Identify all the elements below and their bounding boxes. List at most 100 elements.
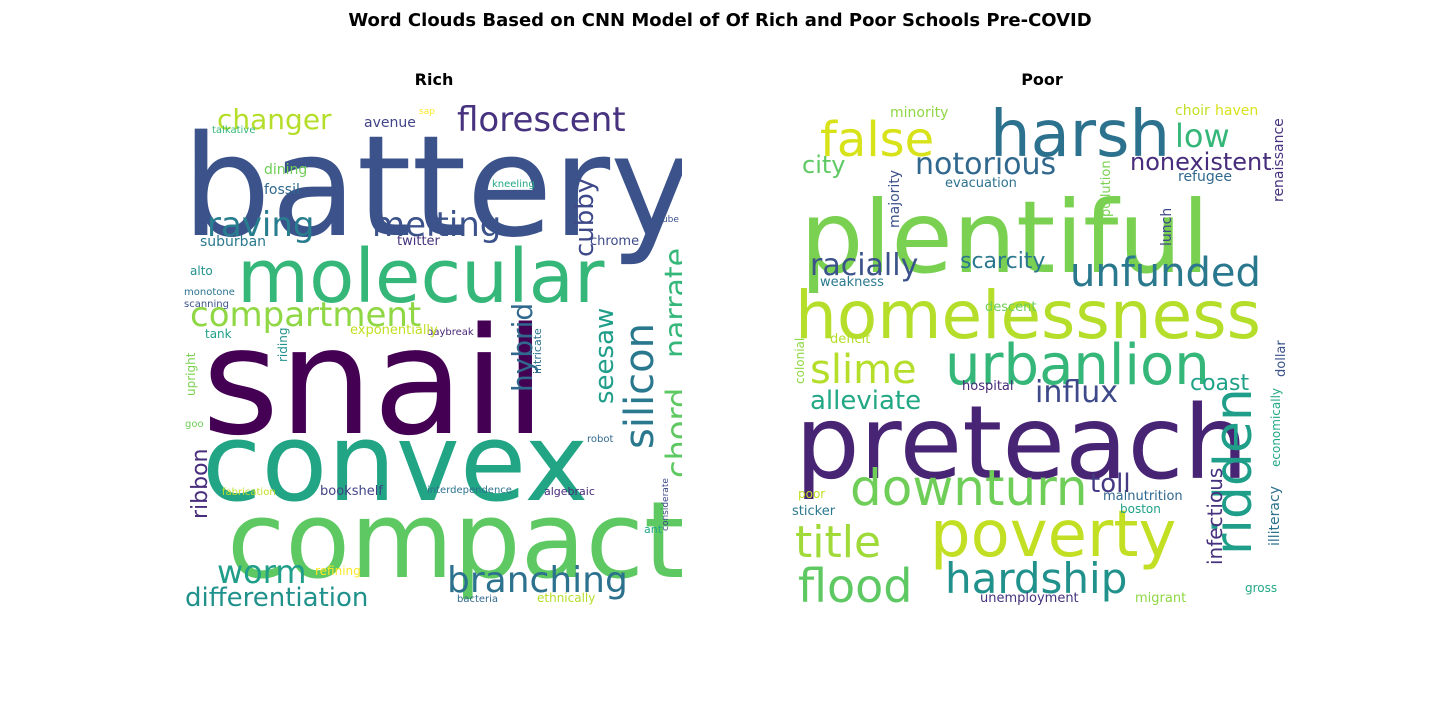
cloud-word: bacteria: [457, 594, 499, 605]
cloud-word: city: [802, 151, 846, 179]
cloud-word: unemployment: [980, 591, 1079, 606]
cloud-word: weakness: [820, 275, 884, 290]
cloud-word: alto: [190, 264, 213, 278]
cloud-word: refugee: [1178, 169, 1232, 185]
cloud-word: considerate: [661, 478, 671, 531]
cloud-word: seesaw: [590, 308, 620, 405]
cloud-word: renaissance: [1271, 118, 1287, 202]
cloud-word: poor: [798, 487, 826, 501]
cloud-word: worm: [217, 553, 307, 591]
cloud-word: harsh: [990, 98, 1170, 172]
cloud-word: branching: [447, 560, 628, 601]
cloud-word: twitter: [397, 234, 440, 249]
poor-word-cloud: plentiful homelessness preteach harsh false u…: [790, 98, 1290, 608]
cloud-word: descent: [985, 300, 1037, 315]
cloud-word: suburban: [200, 234, 267, 250]
cloud-word: homelessness: [795, 277, 1262, 354]
cloud-word: migrant: [1135, 591, 1187, 606]
cloud-word: fabrication: [222, 487, 276, 498]
cloud-word: compartment: [190, 295, 422, 335]
cloud-word: ant: [644, 523, 663, 536]
cloud-word: plentiful: [800, 179, 1210, 296]
cloud-word: narrate: [659, 248, 682, 359]
cloud-word: molecular: [237, 234, 605, 320]
cloud-word: infectious: [1203, 468, 1227, 566]
cloud-word: colonial: [793, 338, 807, 385]
cloud-word: boston: [1120, 502, 1161, 516]
cloud-word: pollution: [1099, 160, 1114, 217]
cloud-word: chrome: [590, 234, 640, 249]
cloud-word: algebraic: [544, 485, 595, 498]
cloud-word: dollar: [1274, 340, 1289, 377]
cloud-word: florescent: [457, 100, 626, 140]
cloud-word: cube: [657, 215, 679, 225]
cloud-word: robot: [587, 434, 614, 445]
cloud-word: snail: [202, 296, 546, 468]
cloud-word: economically: [1269, 388, 1283, 468]
cloud-word: ethnically: [537, 591, 596, 605]
cloud-word: kneeling: [492, 179, 535, 190]
cloud-word: chord: [659, 388, 682, 479]
cloud-word: dining: [264, 162, 308, 178]
cloud-word: scarcity: [960, 249, 1046, 274]
cloud-word: upright: [184, 353, 198, 397]
cloud-word: convex: [202, 401, 589, 526]
cloud-word: riding: [276, 328, 290, 363]
cloud-word: low: [1175, 117, 1230, 155]
cloud-word: slime: [810, 347, 917, 393]
cloud-word: majority: [887, 170, 903, 229]
cloud-word: intricate: [531, 328, 544, 374]
cloud-word: flood: [798, 559, 913, 608]
cloud-word: preteach: [795, 384, 1249, 503]
cloud-word: gross: [1245, 581, 1278, 595]
cloud-word: exponentially: [350, 323, 438, 338]
cloud-word: ribbon: [188, 448, 213, 519]
cloud-word: goo: [185, 419, 204, 430]
cloud-word: notorious: [915, 147, 1057, 182]
figure-title: Word Clouds Based on CNN Model of Of Ric…: [348, 10, 1092, 31]
cloud-word: false: [820, 112, 935, 168]
rich-panel-title: Rich: [414, 70, 454, 89]
cloud-word: daybreak: [427, 327, 474, 338]
cloud-word: downturn: [850, 459, 1088, 517]
cloud-word: raving: [207, 205, 315, 245]
cloud-word: lunch: [1159, 208, 1175, 247]
cloud-word: deficit: [830, 332, 871, 347]
cloud-word: talkative: [212, 125, 256, 136]
cloud-word: monotone: [184, 287, 235, 298]
cloud-word: choir: [1175, 103, 1210, 119]
cloud-word: differentiation: [185, 583, 369, 608]
cloud-word: illiteracy: [1267, 486, 1283, 546]
cloud-word: avenue: [364, 115, 416, 131]
cloud-word: hospital: [962, 379, 1014, 394]
poor-panel-title: Poor: [1021, 70, 1063, 89]
cloud-word: interdependence: [427, 485, 512, 496]
cloud-word: sap: [419, 107, 435, 117]
cloud-word: hardship: [945, 554, 1128, 603]
cloud-word: minority: [890, 105, 949, 121]
cloud-word: influx: [1035, 375, 1119, 410]
cloud-word: battery: [182, 106, 682, 269]
cloud-word: toll: [1090, 469, 1131, 499]
cloud-word: tank: [205, 327, 232, 341]
cloud-word: urbanlion: [945, 333, 1210, 398]
cloud-word: bookshelf: [320, 484, 383, 499]
cloud-word: nonexistent: [1130, 148, 1272, 176]
cloud-word: scanning: [184, 299, 229, 310]
cloud-word: fossil: [264, 182, 300, 198]
cloud-word: unfunded: [1070, 250, 1261, 296]
cloud-word: evacuation: [945, 176, 1017, 191]
cloud-word: poverty: [930, 498, 1177, 572]
cloud-word: malnutrition: [1103, 489, 1183, 504]
rich-word-cloud: battery snail convex compact molecular compar…: [182, 98, 682, 608]
cloud-word: silicon: [617, 323, 663, 449]
cloud-word: coast: [1190, 371, 1250, 396]
cloud-word: sticker: [792, 504, 836, 519]
cloud-word: changer: [217, 103, 332, 136]
cloud-word: melting: [372, 205, 502, 245]
cloud-word: alleviate: [810, 386, 922, 416]
cloud-word: racially: [810, 248, 919, 283]
cloud-word: compact: [227, 479, 682, 602]
cloud-word: title: [795, 517, 882, 568]
cloud-word: haven: [1215, 103, 1259, 119]
